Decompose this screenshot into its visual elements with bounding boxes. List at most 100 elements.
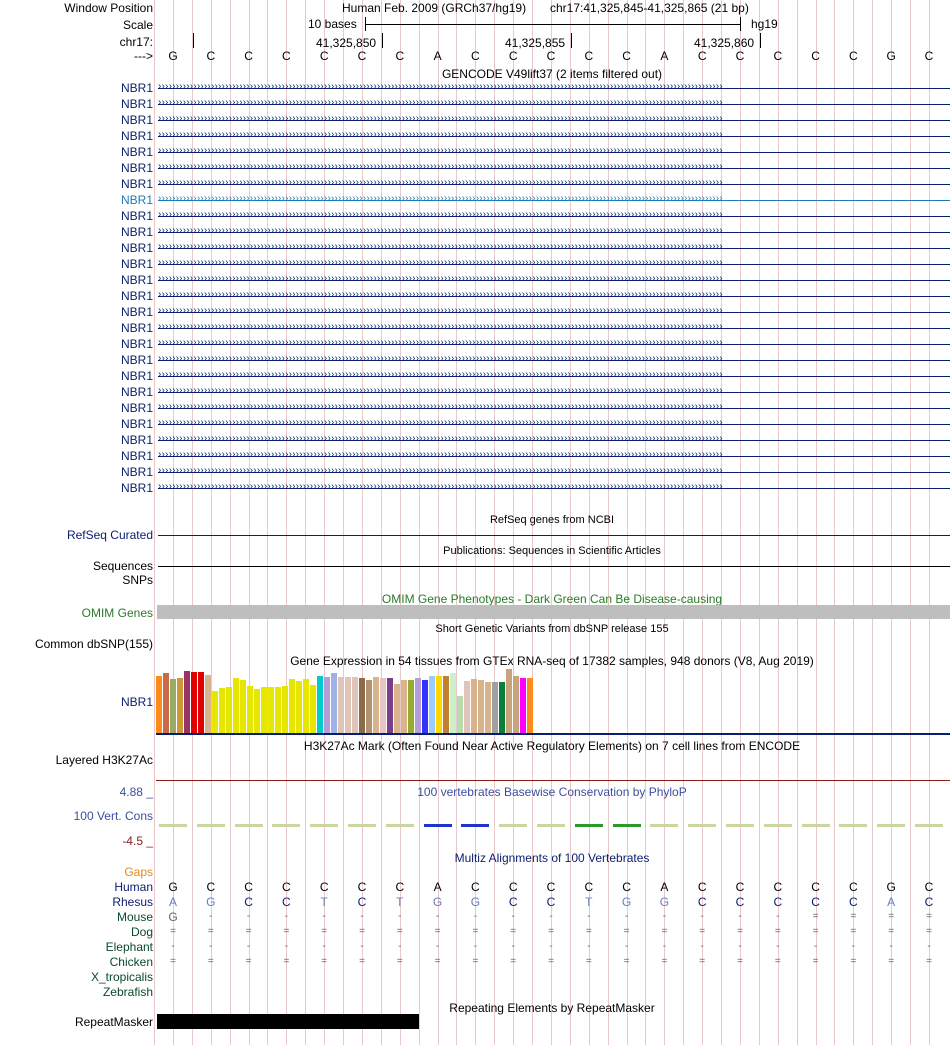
gencode-transcript-line[interactable]	[158, 152, 950, 153]
gtex-tissue-bar[interactable]	[464, 681, 470, 733]
gencode-transcript-line[interactable]	[158, 248, 950, 249]
gtex-tissue-bar[interactable]	[177, 678, 183, 733]
phylop-track-label[interactable]: 100 Vert. Cons	[73, 809, 153, 823]
gencode-transcript-line[interactable]	[158, 408, 950, 409]
gencode-transcript-label[interactable]: NBR1	[120, 417, 153, 431]
gencode-transcript-label[interactable]: NBR1	[120, 433, 153, 447]
gencode-transcript-label[interactable]: NBR1	[120, 129, 153, 143]
gencode-transcript-line[interactable]	[158, 472, 950, 473]
gencode-transcript-line[interactable]	[158, 120, 950, 121]
gtex-tissue-bar[interactable]	[471, 679, 477, 733]
gencode-transcript-label[interactable]: NBR1	[120, 257, 153, 271]
gencode-transcript-line[interactable]	[158, 488, 950, 489]
repeatmasker-track-title[interactable]: Repeating Elements by RepeatMasker	[449, 1001, 655, 1015]
multiz-track-title[interactable]: Multiz Alignments of 100 Vertebrates	[454, 851, 650, 865]
gencode-transcript-label[interactable]: NBR1	[120, 481, 153, 495]
gtex-tissue-bar[interactable]	[436, 676, 442, 733]
gtex-tissue-bar[interactable]	[296, 681, 302, 733]
gencode-transcript-line[interactable]	[158, 136, 950, 137]
gtex-tissue-bar[interactable]	[268, 687, 274, 733]
gencode-transcript-line[interactable]	[158, 456, 950, 457]
gtex-tissue-bar[interactable]	[156, 676, 162, 733]
multiz-species-label[interactable]: Dog	[130, 925, 153, 939]
multiz-species-label[interactable]: Rhesus	[112, 895, 153, 909]
gencode-transcript-label[interactable]: NBR1	[120, 209, 153, 223]
multiz-species-label[interactable]: Chicken	[109, 955, 153, 969]
gtex-tissue-bar[interactable]	[499, 682, 505, 733]
browser-track-image[interactable]	[154, 0, 950, 1045]
gtex-tissue-bar[interactable]	[359, 678, 365, 733]
gtex-tissue-bar[interactable]	[170, 679, 176, 733]
gtex-tissue-bar[interactable]	[394, 684, 400, 733]
gencode-transcript-label[interactable]: NBR1	[120, 337, 153, 351]
gtex-tissue-bar[interactable]	[184, 671, 190, 733]
multiz-species-label[interactable]: Zebrafish	[102, 985, 153, 999]
pubs-track-title[interactable]: Publications: Sequences in Scientific Ar…	[443, 545, 661, 557]
gencode-transcript-line[interactable]	[158, 216, 950, 217]
repeatmasker-track-label[interactable]: RepeatMasker	[74, 1015, 153, 1029]
gencode-transcript-line[interactable]	[158, 88, 950, 89]
dbsnp-track-label[interactable]: Common dbSNP(155)	[34, 637, 153, 651]
gtex-tissue-bar[interactable]	[233, 678, 239, 733]
gencode-transcript-line[interactable]	[158, 184, 950, 185]
gencode-transcript-line[interactable]	[158, 392, 950, 393]
gencode-transcript-line[interactable]	[158, 328, 950, 329]
gtex-tissue-bar[interactable]	[191, 672, 197, 733]
gtex-tissue-bar[interactable]	[254, 689, 260, 733]
gencode-transcript-label[interactable]: NBR1	[120, 225, 153, 239]
gencode-transcript-line[interactable]	[158, 376, 950, 377]
gtex-tissue-bar[interactable]	[408, 680, 414, 733]
gtex-tissue-bar[interactable]	[240, 680, 246, 733]
gtex-tissue-bar[interactable]	[373, 677, 379, 733]
pubs-line[interactable]	[158, 566, 950, 567]
omim-track-label[interactable]: OMIM Genes	[81, 606, 153, 620]
h3k27ac-track-title[interactable]: H3K27Ac Mark (Often Found Near Active Re…	[303, 739, 801, 753]
pubs-track-label[interactable]: Sequences	[92, 559, 153, 573]
gtex-tissue-bar[interactable]	[366, 680, 372, 733]
gtex-tissue-bar[interactable]	[310, 685, 316, 733]
gencode-transcript-label[interactable]: NBR1	[120, 353, 153, 367]
gencode-transcript-line[interactable]	[158, 104, 950, 105]
gencode-transcript-label[interactable]: NBR1	[120, 449, 153, 463]
multiz-species-label[interactable]: X_tropicalis	[90, 970, 153, 984]
gtex-gene-label[interactable]: NBR1	[120, 695, 153, 709]
gtex-tissue-bar[interactable]	[163, 673, 169, 733]
gtex-tissue-bar[interactable]	[443, 676, 449, 733]
repeatmasker-element[interactable]	[157, 1014, 419, 1029]
gencode-transcript-line[interactable]	[158, 264, 950, 265]
gencode-transcript-line[interactable]	[158, 424, 950, 425]
gencode-transcript-line[interactable]	[158, 440, 950, 441]
gencode-transcript-label[interactable]: NBR1	[120, 289, 153, 303]
gtex-tissue-bar[interactable]	[212, 691, 218, 733]
omim-gene-bar[interactable]	[157, 605, 950, 619]
gtex-tissue-bar[interactable]	[261, 687, 267, 733]
gtex-tissue-bar[interactable]	[219, 688, 225, 733]
gencode-transcript-label[interactable]: NBR1	[120, 305, 153, 319]
gtex-tissue-bar[interactable]	[485, 682, 491, 733]
gencode-transcript-line[interactable]	[158, 232, 950, 233]
gencode-transcript-line[interactable]	[158, 168, 950, 169]
gtex-tissue-bar[interactable]	[226, 687, 232, 733]
gencode-transcript-label[interactable]: NBR1	[120, 145, 153, 159]
gtex-tissue-bar[interactable]	[198, 672, 204, 733]
gencode-transcript-label[interactable]: NBR1	[120, 401, 153, 415]
multiz-species-label[interactable]: Human	[114, 880, 153, 894]
gencode-transcript-line[interactable]	[158, 280, 950, 281]
gtex-tissue-bar[interactable]	[205, 675, 211, 733]
gtex-tissue-bar[interactable]	[478, 680, 484, 733]
gencode-track-title[interactable]: GENCODE V49lift37 (2 items filtered out)	[441, 67, 663, 81]
gtex-tissue-bar[interactable]	[338, 677, 344, 733]
gtex-tissue-bar[interactable]	[324, 677, 330, 733]
gencode-transcript-label[interactable]: NBR1	[120, 113, 153, 127]
gencode-transcript-line[interactable]	[158, 344, 950, 345]
refseq-track-label[interactable]: RefSeq Curated	[66, 528, 153, 542]
gencode-transcript-line[interactable]	[158, 312, 950, 313]
gtex-tissue-bar[interactable]	[450, 673, 456, 733]
gencode-transcript-label[interactable]: NBR1	[120, 81, 153, 95]
gtex-tissue-bar[interactable]	[492, 682, 498, 733]
refseq-gene-line[interactable]	[158, 535, 950, 536]
gtex-tissue-bar[interactable]	[506, 669, 512, 733]
gencode-transcript-label[interactable]: NBR1	[120, 241, 153, 255]
gtex-tissue-bar[interactable]	[247, 686, 253, 733]
gencode-transcript-label[interactable]: NBR1	[120, 369, 153, 383]
